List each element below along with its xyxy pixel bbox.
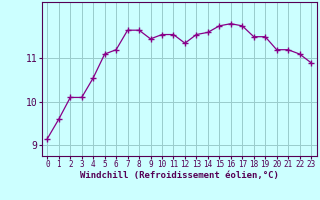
X-axis label: Windchill (Refroidissement éolien,°C): Windchill (Refroidissement éolien,°C) <box>80 171 279 180</box>
